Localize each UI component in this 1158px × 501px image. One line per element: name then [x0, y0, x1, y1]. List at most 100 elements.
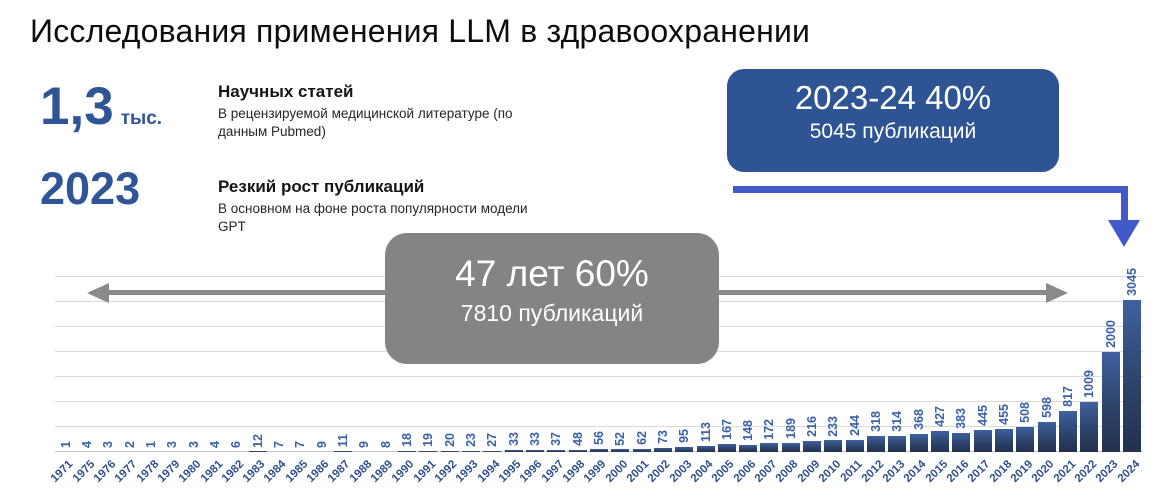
bar	[1101, 352, 1120, 452]
bar	[931, 430, 950, 452]
bar-value-label: 8	[378, 440, 393, 448]
callout-recent-growth-subtitle: 5045 публикаций	[809, 120, 977, 143]
bar-slot: 62	[631, 277, 652, 452]
bar	[781, 442, 800, 452]
bar-value-label: 244	[847, 414, 862, 436]
stat-growth-caption: В основном на фоне роста популярности мо…	[218, 201, 528, 235]
bar	[1080, 401, 1099, 452]
bar-slot: 11	[332, 277, 353, 452]
bar-value-label: 62	[634, 431, 649, 445]
bar-slot: 445	[972, 277, 993, 452]
bar-slot: 18	[396, 277, 417, 452]
bar	[803, 441, 822, 452]
bar-value-label: 6	[229, 440, 244, 448]
bar-value-label: 11	[335, 434, 350, 448]
bar-value-label: 48	[570, 431, 585, 446]
bar	[461, 450, 480, 452]
bar-value-label: 598	[1039, 397, 1054, 419]
bar-value-label: 508	[1018, 401, 1033, 423]
bar-value-label: 2	[122, 440, 137, 448]
bar-slot: 1	[140, 277, 161, 452]
bar-value-label: 12	[250, 433, 265, 448]
blue-arrow-vertical-line	[1121, 186, 1128, 221]
bar-slot: 7	[290, 277, 311, 452]
bar-value-label: 4	[79, 440, 94, 448]
year-label: 2011	[838, 458, 865, 485]
bar-slot: 148	[738, 277, 759, 452]
stat-year-value: 2023	[40, 163, 141, 214]
bar-slot: 9	[354, 277, 375, 452]
bar	[739, 444, 758, 452]
bar	[547, 450, 566, 452]
bar-slot: 508	[1015, 277, 1036, 452]
gridline	[55, 426, 1143, 427]
bar	[440, 451, 459, 452]
bar-value-label: 113	[698, 422, 713, 443]
bar	[653, 448, 672, 452]
bar-value-label: 233	[826, 415, 841, 437]
bar-slot: 27	[482, 277, 503, 452]
bar-slot: 598	[1036, 277, 1057, 452]
blue-arrow-down-head-icon	[1108, 220, 1140, 247]
bar-slot: 48	[567, 277, 588, 452]
bar	[1016, 426, 1035, 452]
bar	[397, 451, 416, 452]
bar-slot: 33	[503, 277, 524, 452]
bar-value-label: 148	[740, 419, 755, 441]
bar-slot: 318	[865, 277, 886, 452]
bar-slot: 1	[55, 277, 76, 452]
blue-arrow-horizontal-line	[733, 186, 1128, 193]
bar-slot: 244	[844, 277, 865, 452]
bar-slot: 4	[76, 277, 97, 452]
stat-articles-count: 1,3 тыс.	[40, 80, 162, 133]
bar-value-label: 56	[591, 431, 606, 446]
stat-growth-heading: Резкий рост публикаций	[218, 177, 425, 196]
callout-historic-period: 47 лет 60% 7810 публикаций	[385, 233, 719, 364]
stat-articles-value: 1,3	[40, 77, 114, 136]
bar	[504, 450, 523, 452]
bar-value-label: 33	[506, 432, 521, 447]
bar	[1123, 299, 1142, 452]
bar-value-label: 73	[655, 430, 670, 445]
bar-value-label: 3	[186, 440, 201, 448]
bar-slot: 56	[588, 277, 609, 452]
bar-slot: 189	[780, 277, 801, 452]
bar-value-label: 3	[101, 440, 116, 448]
bar-slot: 455	[993, 277, 1014, 452]
x-axis-labels: 1971 1975 1976 1977 1978 1979 1980 1981 1982 1983…	[49, 456, 1143, 501]
bar-value-label: 455	[996, 404, 1011, 426]
callout-recent-growth-title: 2023-24 40%	[794, 79, 992, 116]
bar-slot: 233	[823, 277, 844, 452]
bar	[632, 448, 651, 452]
bar	[952, 432, 971, 452]
bar-slot: 172	[759, 277, 780, 452]
bar-slot: 1009	[1079, 277, 1100, 452]
bar-value-label: 27	[484, 432, 499, 447]
bar-value-label: 20	[442, 433, 457, 447]
bar	[1037, 422, 1056, 452]
bar-value-label: 216	[804, 416, 819, 438]
bar	[483, 450, 502, 452]
bar-value-label: 368	[911, 408, 926, 430]
bar-slot: 6	[226, 277, 247, 452]
bar-slot: 19	[418, 277, 439, 452]
bar-slot: 113	[695, 277, 716, 452]
bar-value-label: 445	[975, 404, 990, 426]
bar-value-label: 1	[143, 441, 158, 448]
bar	[675, 447, 694, 452]
bar	[717, 443, 736, 452]
year-label: 1971	[48, 458, 76, 485]
gray-arrow-left-head-icon	[87, 283, 109, 303]
bar	[760, 443, 779, 452]
bar-slot: 3	[162, 277, 183, 452]
bar	[696, 446, 715, 452]
bar-value-label: 817	[1060, 386, 1075, 408]
callout-historic-period-subtitle: 7810 публикаций	[460, 300, 644, 326]
bar-slot: 20	[439, 277, 460, 452]
bar-value-label: 37	[548, 432, 563, 447]
bar-slot: 73	[652, 277, 673, 452]
bar	[248, 451, 267, 452]
bar-slot: 216	[801, 277, 822, 452]
bar-slot: 52	[610, 277, 631, 452]
